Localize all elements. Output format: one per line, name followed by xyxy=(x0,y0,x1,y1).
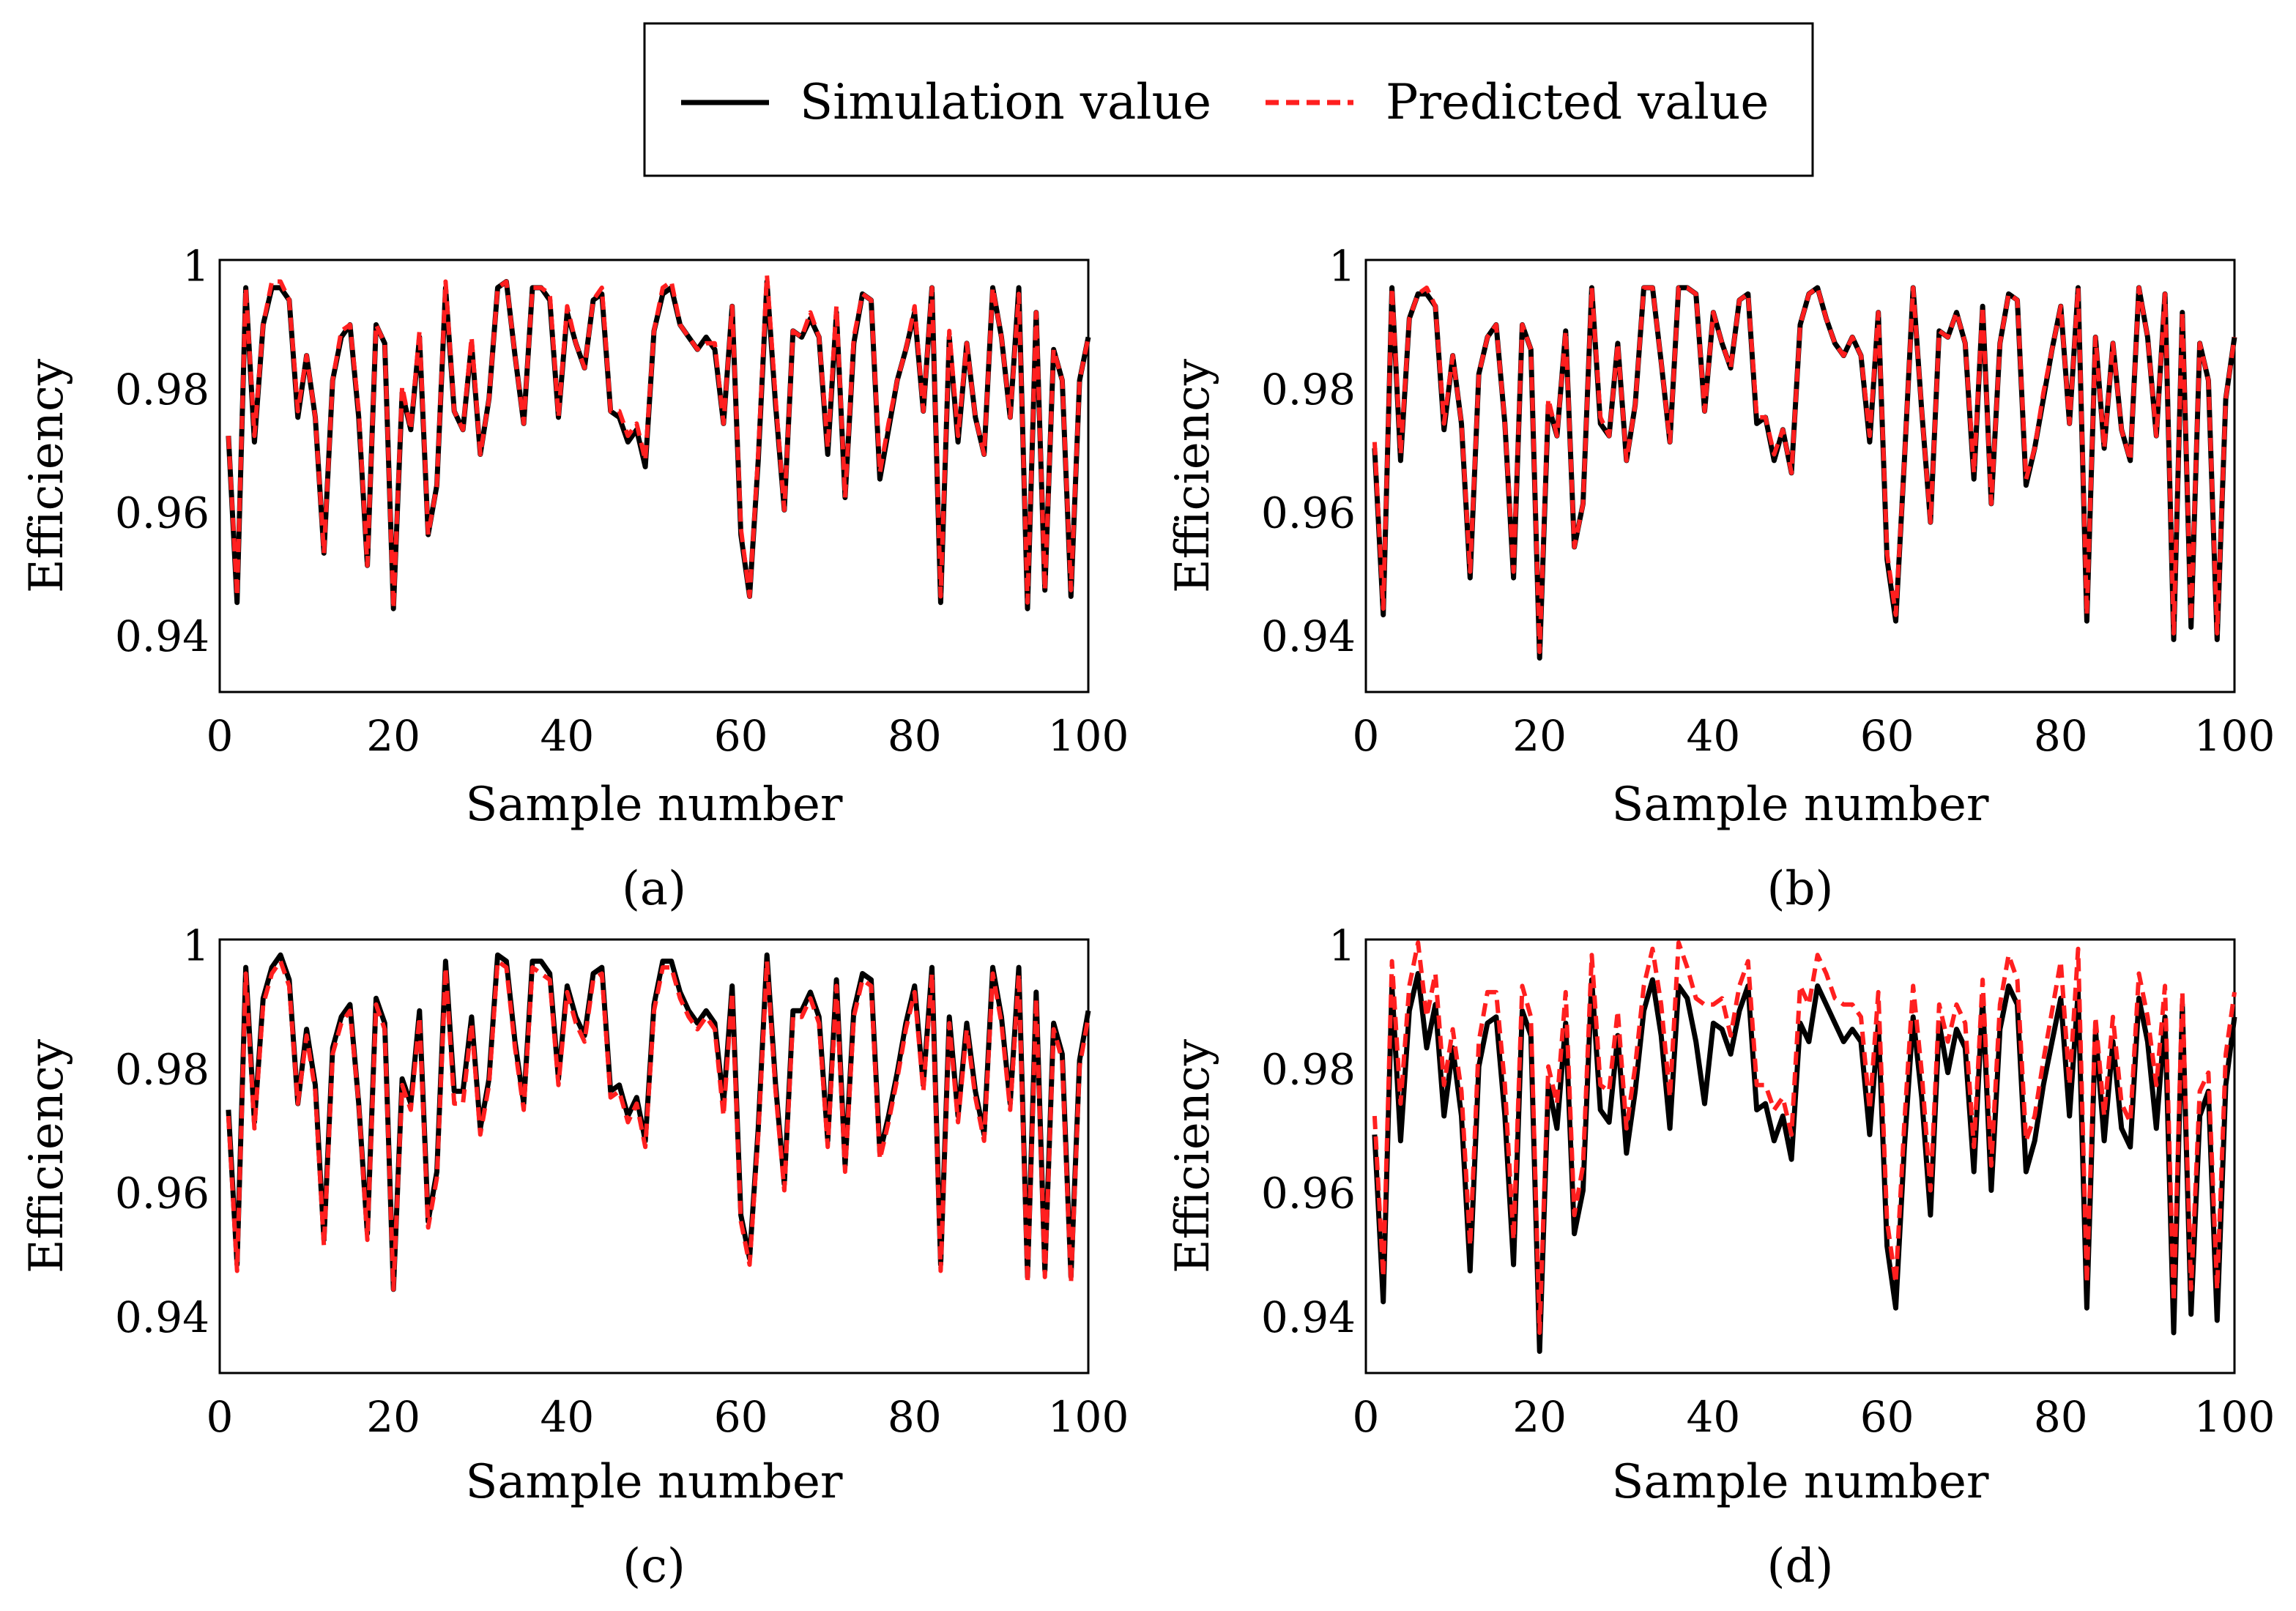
series-line-predicted xyxy=(226,959,1091,1292)
series-line-simulation xyxy=(1372,285,2237,661)
x-tick-label: 0 xyxy=(1353,711,1380,761)
series-line-simulation xyxy=(226,279,1091,611)
series-line-predicted xyxy=(1372,940,2237,1335)
x-tick-label: 80 xyxy=(888,1392,942,1442)
x-tick-label: 20 xyxy=(1512,1392,1567,1442)
series-layer xyxy=(1372,285,2237,661)
x-tick-label: 100 xyxy=(1048,1392,1129,1442)
y-tick-label: 0.98 xyxy=(115,1045,209,1095)
x-axis-label: Sample number xyxy=(1612,778,1989,832)
x-tick-label: 60 xyxy=(1860,1392,1914,1442)
legend-label-simulation: Simulation value xyxy=(800,74,1211,130)
x-tick-label: 60 xyxy=(1860,711,1914,761)
panel-caption: (b) xyxy=(1767,862,1834,916)
y-tick-label: 0.98 xyxy=(1261,1045,1356,1095)
panel-caption: (d) xyxy=(1767,1539,1834,1593)
x-tick-label: 100 xyxy=(2194,1392,2275,1442)
x-tick-label: 100 xyxy=(1048,711,1129,761)
x-tick-label: 80 xyxy=(2034,711,2088,761)
x-tick-label: 40 xyxy=(1686,1392,1740,1442)
series-layer xyxy=(226,273,1091,611)
x-tick-label: 40 xyxy=(540,711,594,761)
x-tick-label: 20 xyxy=(366,1392,420,1442)
series-line-predicted xyxy=(226,273,1091,611)
series-line-predicted xyxy=(1372,285,2237,655)
y-tick-label: 0.96 xyxy=(1261,1169,1356,1219)
x-axis-label: Sample number xyxy=(466,1455,843,1509)
ticks-layer: 0 20 40 60 80 100 0.94 0.96 0.98 1 xyxy=(115,920,1129,1442)
ticks-layer: 0 20 40 60 80 100 0.94 0.96 0.98 1 xyxy=(1261,241,2275,761)
ticks-layer: 0 20 40 60 80 100 0.94 0.96 0.98 1 xyxy=(1261,920,2275,1442)
x-tick-label: 80 xyxy=(888,711,942,761)
y-tick-label: 0.94 xyxy=(115,611,209,661)
x-axis-label: Sample number xyxy=(466,778,843,832)
x-axis-label: Sample number xyxy=(1612,1455,1989,1509)
y-tick-label: 0.96 xyxy=(1261,488,1356,538)
y-tick-label: 0.96 xyxy=(115,1169,209,1219)
x-tick-label: 0 xyxy=(207,711,234,761)
y-tick-label: 0.94 xyxy=(1261,611,1356,661)
series-line-simulation xyxy=(1372,971,2237,1354)
plot-area xyxy=(218,258,1090,693)
y-tick-label: 0.98 xyxy=(1261,365,1356,414)
x-tick-label: 100 xyxy=(2194,711,2275,761)
y-axis-label: Efficiency xyxy=(20,1039,74,1273)
x-tick-label: 60 xyxy=(714,1392,768,1442)
x-tick-label: 60 xyxy=(714,711,768,761)
y-tick-label: 1 xyxy=(1329,920,1356,970)
x-tick-label: 0 xyxy=(1353,1392,1380,1442)
plot-area xyxy=(218,938,1090,1374)
panel-caption: (c) xyxy=(623,1539,686,1593)
y-axis-label: Efficiency xyxy=(1166,359,1220,593)
legend-box xyxy=(643,22,1814,177)
x-tick-label: 40 xyxy=(1686,711,1740,761)
y-tick-label: 0.94 xyxy=(115,1292,209,1342)
y-tick-label: 1 xyxy=(182,241,209,291)
y-tick-label: 0.96 xyxy=(115,488,209,538)
series-layer xyxy=(226,952,1091,1292)
y-axis-label: Efficiency xyxy=(20,359,74,593)
plot-area xyxy=(1364,938,2236,1374)
y-tick-label: 0.98 xyxy=(115,365,209,414)
x-tick-label: 40 xyxy=(540,1392,594,1442)
plot-area xyxy=(1364,258,2236,693)
legend: Simulation value Predicted value xyxy=(643,22,1814,177)
x-tick-label: 0 xyxy=(207,1392,234,1442)
legend-label-predicted: Predicted value xyxy=(1386,74,1769,130)
y-tick-label: 0.94 xyxy=(1261,1292,1356,1342)
ticks-layer: 0 20 40 60 80 100 0.94 0.96 0.98 1 xyxy=(115,241,1129,761)
series-layer xyxy=(1372,940,2237,1354)
panel-caption: (a) xyxy=(622,862,686,916)
x-tick-label: 20 xyxy=(1512,711,1567,761)
y-tick-label: 1 xyxy=(1329,241,1356,291)
x-tick-label: 20 xyxy=(366,711,420,761)
x-tick-label: 80 xyxy=(2034,1392,2088,1442)
y-axis-label: Efficiency xyxy=(1166,1039,1220,1273)
y-tick-label: 1 xyxy=(182,920,209,970)
